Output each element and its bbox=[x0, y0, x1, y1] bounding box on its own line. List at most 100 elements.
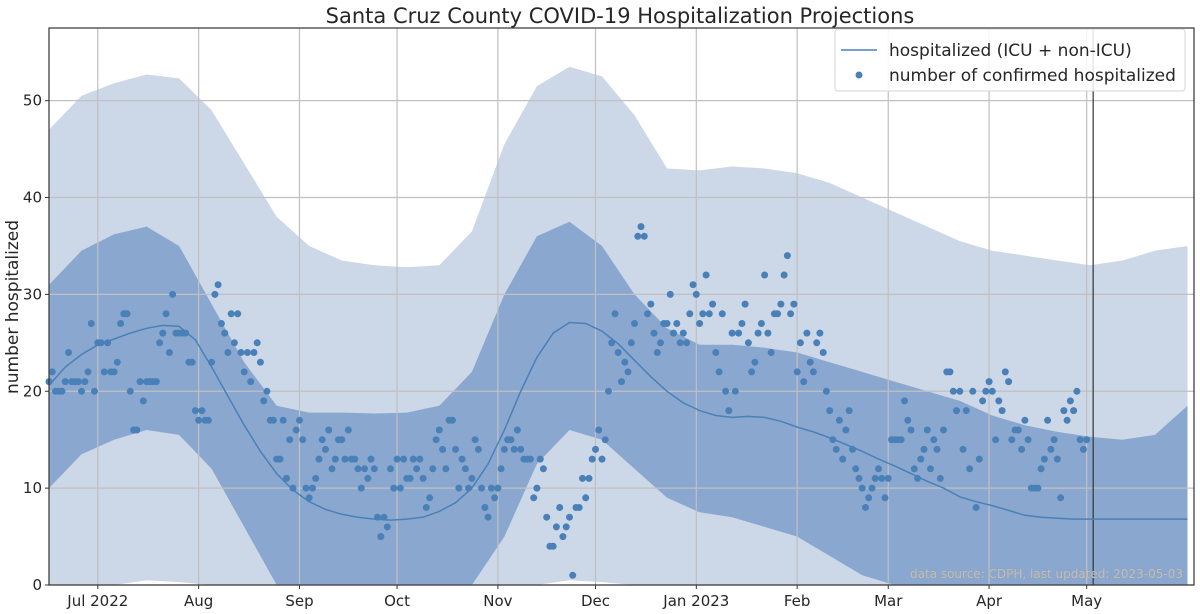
data-point bbox=[761, 271, 769, 279]
data-point bbox=[461, 465, 469, 473]
data-point bbox=[123, 310, 131, 318]
data-point bbox=[422, 504, 430, 511]
legend-point-swatch bbox=[855, 71, 863, 79]
data-point bbox=[478, 484, 486, 492]
data-point bbox=[868, 484, 876, 492]
data-point bbox=[377, 533, 385, 541]
data-point bbox=[871, 474, 879, 482]
data-point bbox=[81, 378, 89, 386]
data-point bbox=[1073, 387, 1081, 395]
legend-label-line: hospitalized (ICU + non-ICU) bbox=[889, 41, 1132, 61]
data-point bbox=[780, 271, 788, 279]
data-point bbox=[354, 465, 362, 473]
data-point bbox=[728, 329, 736, 337]
data-point bbox=[631, 320, 638, 327]
data-point bbox=[136, 378, 144, 386]
data-point bbox=[104, 339, 112, 347]
data-point bbox=[917, 455, 925, 463]
data-point bbox=[292, 426, 300, 434]
data-point bbox=[949, 387, 957, 395]
data-point bbox=[364, 474, 372, 482]
data-point bbox=[539, 465, 547, 473]
data-point bbox=[907, 426, 915, 434]
data-point bbox=[835, 416, 843, 424]
data-point bbox=[575, 504, 583, 511]
data-point bbox=[982, 387, 990, 395]
data-point bbox=[156, 339, 164, 347]
data-point bbox=[657, 339, 664, 347]
data-point bbox=[979, 397, 987, 405]
data-point bbox=[1066, 397, 1074, 405]
data-point bbox=[87, 320, 95, 327]
data-point bbox=[829, 436, 837, 444]
legend-label-points: number of confirmed hospitalized bbox=[889, 66, 1176, 86]
data-point bbox=[74, 378, 82, 386]
data-point bbox=[1057, 494, 1065, 502]
data-point bbox=[611, 310, 619, 318]
data-point bbox=[416, 455, 424, 463]
data-point bbox=[481, 504, 489, 511]
data-point bbox=[705, 310, 713, 318]
legend-box bbox=[834, 28, 1186, 92]
data-point bbox=[647, 300, 655, 308]
data-point bbox=[361, 465, 368, 473]
data-point bbox=[484, 513, 492, 521]
data-point bbox=[1076, 436, 1084, 444]
data-point bbox=[224, 349, 232, 356]
data-point bbox=[234, 310, 242, 318]
x-tick-label: Mar bbox=[874, 592, 903, 610]
data-point bbox=[793, 368, 801, 376]
data-point bbox=[325, 426, 333, 434]
data-point bbox=[1005, 378, 1013, 386]
data-point bbox=[162, 310, 170, 318]
data-point bbox=[809, 368, 817, 376]
data-point bbox=[673, 320, 681, 327]
data-point bbox=[1018, 445, 1026, 453]
data-point bbox=[644, 310, 651, 318]
data-point bbox=[474, 445, 482, 453]
data-point bbox=[731, 387, 739, 395]
projection-line bbox=[48, 321, 1188, 521]
data-point bbox=[1060, 407, 1068, 415]
data-point bbox=[686, 310, 694, 318]
data-point bbox=[676, 339, 684, 347]
data-point bbox=[689, 281, 697, 289]
x-tick-label: Dec bbox=[581, 592, 610, 610]
data-point bbox=[670, 329, 677, 337]
data-point bbox=[400, 455, 408, 463]
data-point bbox=[1008, 436, 1016, 444]
data-point bbox=[598, 455, 606, 463]
data-point bbox=[699, 310, 707, 318]
data-point bbox=[969, 387, 977, 395]
data-point bbox=[374, 513, 381, 521]
legend: hospitalized (ICU + non-ICU) number of c… bbox=[834, 28, 1186, 92]
data-point bbox=[507, 436, 515, 444]
data-point bbox=[1053, 455, 1061, 463]
data-point bbox=[816, 329, 824, 337]
data-point bbox=[1040, 455, 1048, 463]
data-point bbox=[933, 445, 941, 453]
data-point bbox=[962, 407, 970, 415]
data-point bbox=[517, 445, 525, 453]
axes bbox=[48, 27, 1195, 586]
data-point bbox=[152, 378, 160, 386]
data-source-annotation: data source: CDPH, last updated: 2023-05… bbox=[910, 567, 1183, 581]
data-point bbox=[966, 465, 974, 473]
data-point bbox=[133, 426, 141, 434]
data-point bbox=[526, 455, 534, 463]
data-point bbox=[1047, 445, 1055, 453]
data-point bbox=[500, 445, 508, 453]
x-axis-ticks: Jul 2022 Aug Sep Oct Nov Dec Jan 2023 Feb Mar Apr… bbox=[66, 585, 1102, 610]
data-point bbox=[748, 368, 756, 376]
data-point bbox=[800, 378, 808, 386]
y-tick-label: 20 bbox=[23, 382, 42, 400]
data-point bbox=[995, 397, 1003, 405]
chart-title: Santa Cruz County COVID-19 Hospitalizati… bbox=[326, 4, 915, 28]
projection-line-path bbox=[48, 321, 1188, 521]
data-point bbox=[767, 349, 775, 356]
data-point bbox=[858, 484, 866, 492]
data-point bbox=[637, 223, 645, 231]
data-point bbox=[198, 407, 206, 415]
data-point bbox=[650, 329, 658, 337]
data-point bbox=[230, 339, 238, 347]
